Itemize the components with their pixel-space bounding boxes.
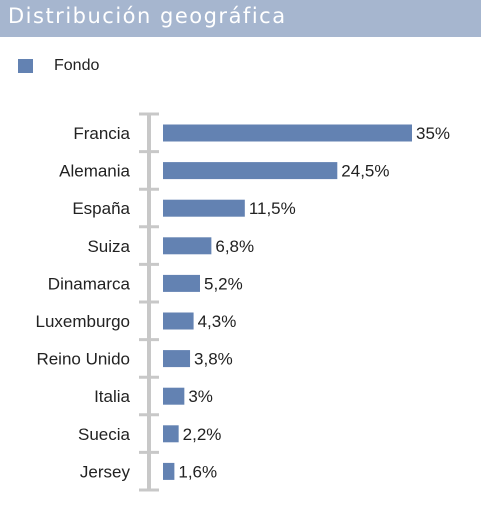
bar (163, 274, 200, 292)
category-label: Luxemburgo (35, 312, 130, 331)
category-label: Italia (94, 387, 130, 406)
bar (163, 312, 194, 330)
value-label: 3% (188, 387, 213, 406)
category-label: Reino Unido (36, 350, 130, 369)
category-label: Suecia (78, 425, 131, 444)
value-label: 11,5% (249, 199, 296, 218)
value-label: 1,6% (178, 462, 217, 481)
legend-label-fondo: Fondo (54, 57, 100, 74)
value-label: 3,8% (194, 350, 233, 369)
value-label: 5,2% (204, 274, 243, 293)
bar (163, 387, 185, 405)
legend-swatch-fondo (18, 59, 33, 73)
value-label: 4,3% (198, 312, 237, 331)
category-label: Jersey (80, 462, 131, 481)
category-label: Dinamarca (48, 274, 131, 293)
value-label: 6,8% (215, 237, 254, 256)
bar (163, 462, 175, 480)
value-label: 35% (416, 124, 450, 143)
bar (163, 199, 245, 217)
category-label: Alemania (59, 162, 130, 181)
chart-title: Distribución geográfica (8, 4, 287, 28)
chart-header: Distribución geográfica (0, 0, 481, 37)
category-label: España (72, 199, 130, 218)
value-label: 2,2% (183, 425, 222, 444)
bar (163, 124, 412, 142)
category-label: Suiza (87, 237, 130, 256)
bar (163, 162, 338, 180)
category-label: Francia (73, 124, 130, 143)
value-label: 24,5% (341, 162, 389, 181)
bar (163, 425, 179, 443)
bar (163, 237, 212, 255)
bar (163, 350, 191, 368)
